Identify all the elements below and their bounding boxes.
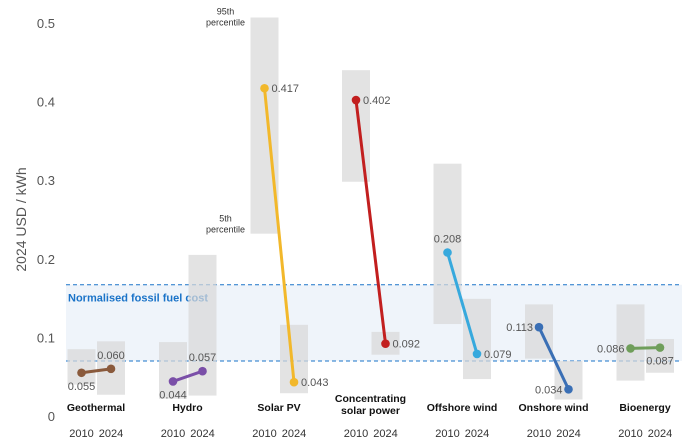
- category-label: Onshore wind: [518, 402, 588, 414]
- value-label-geothermal-2010: 0.055: [68, 381, 96, 393]
- x-tick-label: 2024: [465, 428, 489, 440]
- value-label-hydro-2024: 0.057: [189, 352, 217, 364]
- point-concentrating-solar-power-2024: [381, 339, 390, 348]
- value-labels: 0.055 0.060 0.044 0.057 0.417 0.043 0.402 0.092…: [68, 83, 674, 401]
- line-offshore-wind: [446, 251, 479, 356]
- x-tick-label: 2024: [373, 428, 397, 440]
- value-label-onshore-wind-2010: 0.113: [506, 322, 533, 334]
- range-solar-pv-2010: [250, 17, 279, 234]
- y-tick-label: 0.2: [37, 252, 55, 267]
- point-solar-pv-2024: [289, 377, 299, 387]
- point-hydro-2024: [198, 366, 207, 376]
- y-tick-label: 0.5: [37, 16, 55, 31]
- x-tick-label: 2010: [527, 428, 551, 440]
- x-tick-label: 2024: [190, 428, 214, 440]
- category-label: Offshore wind: [427, 402, 498, 414]
- point-hydro-2010: [168, 377, 178, 386]
- x-tick-label: 2010: [435, 428, 459, 440]
- value-label-bioenergy-2024: 0.087: [646, 356, 674, 368]
- x-tick-label: 2024: [282, 428, 306, 440]
- value-label-geothermal-2024: 0.060: [97, 350, 125, 362]
- point-solar-pv-2010: [260, 83, 269, 93]
- x-tick-label: 2010: [344, 428, 368, 440]
- value-label-solar-pv-2024: 0.043: [301, 377, 329, 389]
- annotation-5th-percentile: percentile: [206, 225, 245, 235]
- range-hydro-2010: [159, 342, 187, 399]
- value-label-solar-pv-2010: 0.417: [272, 83, 300, 95]
- point-offshore-wind-2010: [443, 248, 452, 257]
- y-tick-label: 0: [48, 409, 55, 424]
- value-label-onshore-wind-2024: 0.034: [535, 384, 563, 396]
- category-label: Concentrating: [335, 393, 406, 405]
- y-tick-label: 0.4: [37, 95, 55, 110]
- x-tick-label: 2024: [556, 428, 580, 440]
- x-tick-label: 2010: [161, 428, 185, 440]
- point-onshore-wind-2010: [534, 322, 544, 332]
- category-label: Bioenergy: [619, 402, 671, 414]
- x-tick-label: 2010: [252, 428, 276, 440]
- y-axis: 0 0.1 0.2 0.3 0.4 0.5 2024 USD / kWh: [13, 16, 55, 424]
- line-bioenergy: [629, 346, 662, 350]
- category-label: Geothermal: [67, 402, 125, 414]
- x-tick-label: 2010: [69, 428, 93, 440]
- point-concentrating-solar-power-2010: [351, 95, 361, 105]
- point-bioenergy-2024: [655, 343, 665, 352]
- range-geothermal-2010: [67, 349, 96, 385]
- x-tick-label: 2024: [99, 428, 123, 440]
- point-geothermal-2024: [106, 364, 116, 374]
- line-solar-pv: [263, 86, 296, 384]
- y-tick-label: 0.1: [37, 330, 55, 345]
- x-tick-label: 2024: [648, 428, 672, 440]
- y-tick-label: 0.3: [37, 173, 55, 188]
- range-offshore-wind-2024: [463, 298, 491, 380]
- y-axis-label: 2024 USD / kWh: [13, 167, 29, 271]
- fossil-band-label: Normalised fossil fuel cost: [68, 293, 208, 305]
- value-label-offshore-wind-2024: 0.079: [484, 349, 512, 361]
- value-label-bioenergy-2010: 0.086: [597, 343, 625, 355]
- category-label: solar power: [341, 405, 400, 417]
- line-hydro: [171, 369, 204, 383]
- value-label-concentrating-solar-power-2024: 0.092: [393, 339, 421, 351]
- point-geothermal-2010: [77, 368, 86, 378]
- range-concentrating-solar-power-2010: [342, 70, 370, 182]
- range-bioenergy-2010: [616, 304, 645, 381]
- range-offshore-wind-2010: [433, 163, 462, 325]
- line-concentrating-solar-power: [354, 98, 387, 346]
- x-tick-label: 2010: [618, 428, 642, 440]
- annotation-5th-percentile: 5th: [219, 214, 232, 224]
- value-label-offshore-wind-2010: 0.208: [434, 234, 462, 246]
- series-lines: [77, 83, 665, 394]
- point-onshore-wind-2024: [564, 384, 573, 394]
- point-offshore-wind-2024: [472, 349, 482, 359]
- annotation-95th-percentile: 95th: [217, 6, 235, 16]
- line-geothermal: [80, 367, 113, 375]
- annotation-95th-percentile: percentile: [206, 17, 245, 27]
- line-onshore-wind: [537, 325, 570, 391]
- x-axis: Geothermal 2010 2024 Hydro 2010 2024 Solar PV 2…: [67, 393, 672, 440]
- point-bioenergy-2010: [626, 344, 635, 353]
- value-label-hydro-2010: 0.044: [159, 389, 187, 401]
- value-label-concentrating-solar-power-2010: 0.402: [363, 95, 391, 107]
- category-label: Solar PV: [257, 402, 300, 414]
- category-label: Hydro: [172, 402, 202, 414]
